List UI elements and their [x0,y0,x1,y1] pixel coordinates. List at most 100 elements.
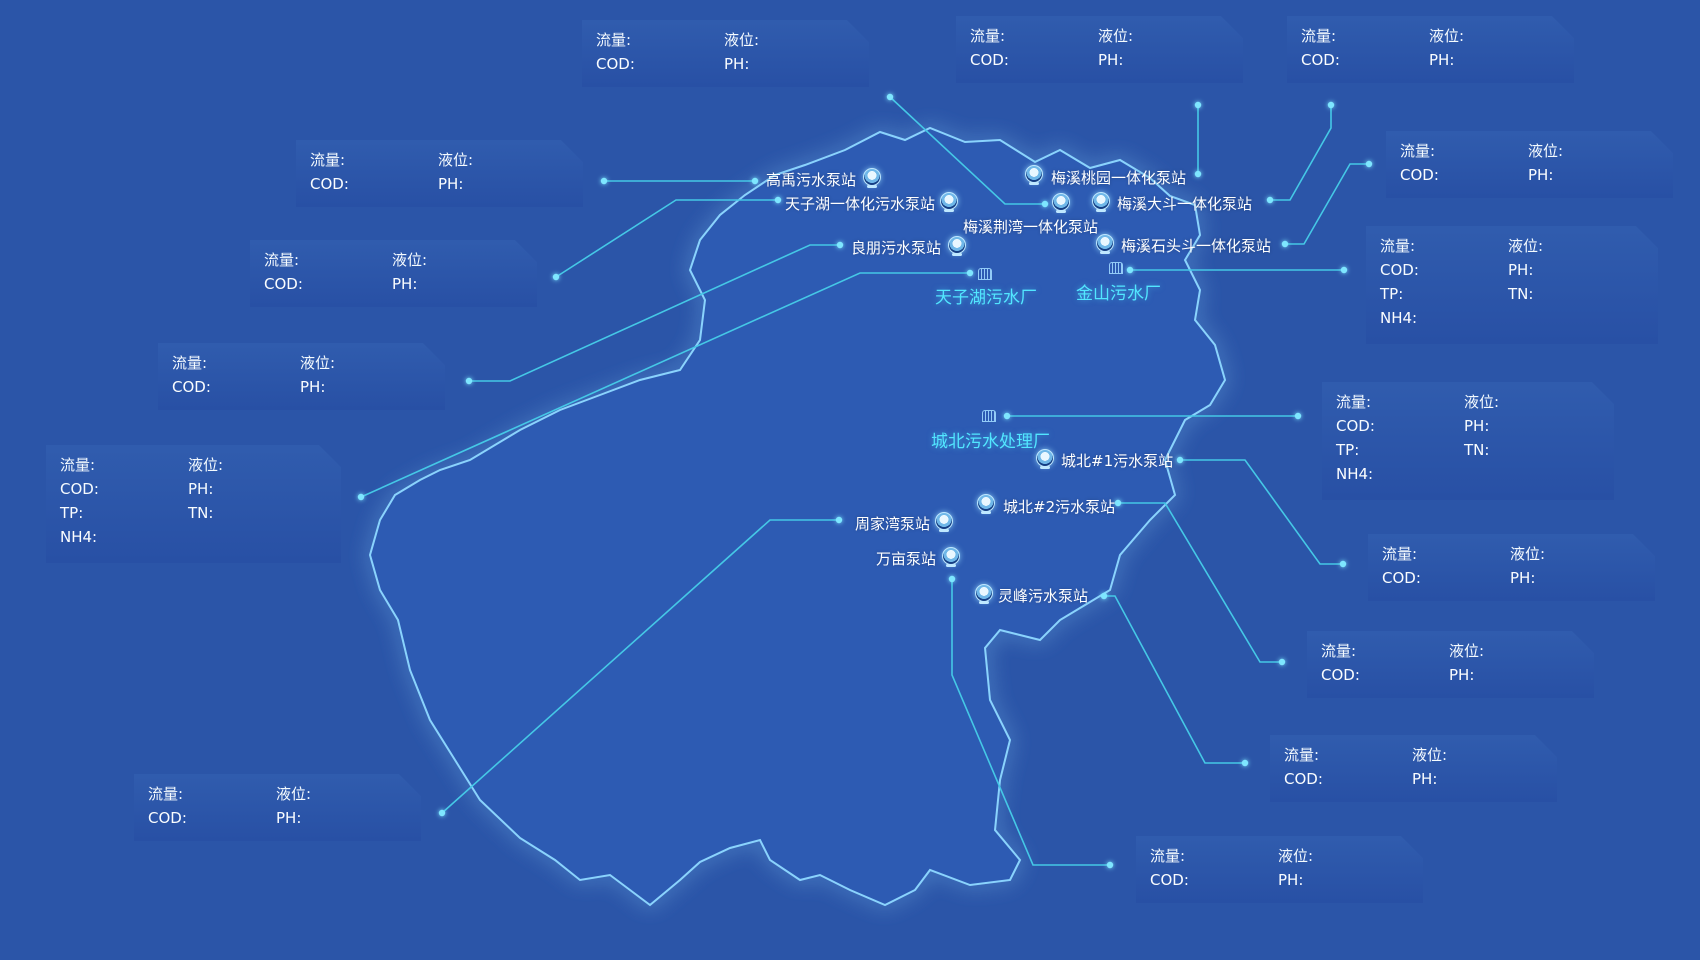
info-panel[interactable]: 流量: 液位: COD: PH: [582,20,869,87]
ph-label: PH: [724,55,750,73]
endpoint-dot [774,196,782,204]
endpoint-dot [1194,170,1202,178]
level-label: 液位: [1449,642,1485,660]
station-label-gaoyu[interactable]: 高禹污水泵站 [766,171,857,189]
nh4-label: NH4: [1380,309,1418,327]
info-panel[interactable]: 流量: 液位: COD: PH: [1136,836,1423,903]
ph-label: PH: [1528,166,1554,184]
flow-label: 流量: [60,456,96,474]
flow-label: 流量: [1321,642,1357,660]
leader-line [951,579,1110,866]
pump-station-icon[interactable] [935,512,953,532]
cod-label: COD: [172,378,211,396]
info-panel[interactable]: 流量: 液位: COD: PH: [1270,735,1557,802]
info-panel[interactable]: 流量: 液位: COD: PH: [134,774,421,841]
plant-label-chengbei[interactable]: 城北污水处理厂 [931,432,1050,452]
endpoint-dot [465,377,473,385]
station-label-liangpeng[interactable]: 良朋污水泵站 [851,239,942,257]
station-label-chengbei-1[interactable]: 城北#1污水泵站 [1061,452,1174,470]
county-region [368,126,1227,907]
station-label-zhoujiawan[interactable]: 周家湾泵站 [855,515,931,533]
cod-label: COD: [1400,166,1439,184]
level-label: 液位: [300,354,336,372]
cod-label: COD: [60,480,99,498]
pump-station-icon[interactable] [975,584,993,604]
pump-station-icon[interactable] [948,236,966,256]
station-label-meixi-shitoudou[interactable]: 梅溪石头斗一体化泵站 [1121,237,1272,255]
endpoint-dot [1041,200,1049,208]
flow-label: 流量: [1382,545,1418,563]
station-label-chengbei-2[interactable]: 城北#2污水泵站 [1003,498,1116,516]
flow-label: 流量: [1150,847,1186,865]
endpoint-dot [1365,160,1373,168]
cod-label: COD: [1301,51,1340,69]
pump-station-icon[interactable] [1096,234,1114,254]
station-label-wanmu[interactable]: 万亩泵站 [876,550,937,568]
endpoint-dot [1114,499,1122,507]
station-label-tianzihu[interactable]: 天子湖一体化污水泵站 [785,195,936,213]
endpoint-dot [357,493,365,501]
pump-station-icon[interactable] [1092,192,1110,212]
endpoint-dot [836,241,844,249]
factory-icon[interactable] [1109,262,1123,274]
flow-label: 流量: [596,31,632,49]
endpoint-dot [751,177,759,185]
flow-label: 流量: [264,251,300,269]
info-panel-plant[interactable]: 流量: 液位: COD: PH: TP: TN: NH4: [46,445,341,563]
level-label: 液位: [1510,545,1546,563]
cod-label: COD: [264,275,303,293]
flow-label: 流量: [310,151,346,169]
flow-label: 流量: [1301,27,1337,45]
info-panel-plant[interactable]: 流量: 液位: COD: PH: TP: TN: NH4: [1366,226,1658,344]
station-label-meixi-dadou[interactable]: 梅溪大斗一体化泵站 [1117,195,1253,213]
cod-label: COD: [1380,261,1419,279]
level-label: 液位: [1278,847,1314,865]
endpoint-dot [1176,456,1184,464]
info-panel[interactable]: 流量: 液位: COD: PH: [1307,631,1594,698]
info-panel[interactable]: 流量: 液位: COD: PH: [296,140,583,207]
station-label-meixi-jingwan[interactable]: 梅溪荆湾一体化泵站 [963,218,1099,236]
level-label: 液位: [438,151,474,169]
ph-label: PH: [300,378,326,396]
ph-label: PH: [1278,871,1304,889]
leader-line [1270,105,1332,201]
plant-label-jinshan[interactable]: 金山污水厂 [1076,284,1161,304]
info-panel-plant[interactable]: 流量: 液位: COD: PH: TP: TN: NH4: [1322,382,1614,500]
ph-label: PH: [1098,51,1124,69]
info-panel[interactable]: 流量: 液位: COD: PH: [1368,534,1655,601]
leader-line [441,519,839,814]
info-panel[interactable]: 流量: 液位: COD: PH: [1386,131,1673,198]
pump-station-icon[interactable] [1052,193,1070,213]
nh4-label: NH4: [1336,465,1374,483]
pump-station-icon[interactable] [942,547,960,567]
level-label: 液位: [724,31,760,49]
endpoint-dot [1281,240,1289,248]
info-panel[interactable]: 流量: 液位: COD: PH: [956,16,1243,83]
plant-label-tianzihu[interactable]: 天子湖污水厂 [935,288,1037,308]
pump-station-icon[interactable] [1025,165,1043,185]
endpoint-dot [1327,101,1335,109]
factory-icon[interactable] [982,410,996,422]
endpoint-dots [357,93,1373,869]
factory-icon[interactable] [978,268,992,280]
pump-station-icon[interactable] [863,168,881,188]
leader-line [889,96,1045,205]
flow-label: 流量: [1336,393,1372,411]
pump-station-icon[interactable] [977,494,995,514]
ph-label: PH: [188,480,214,498]
pump-station-icon[interactable] [1036,449,1054,469]
info-panel[interactable]: 流量: 液位: COD: PH: [1287,16,1574,83]
level-label: 液位: [1464,393,1500,411]
info-panel[interactable]: 流量: 液位: COD: PH: [158,343,445,410]
station-label-lingfeng[interactable]: 灵峰污水泵站 [998,587,1089,605]
info-panel[interactable]: 流量: 液位: COD: PH: [250,240,537,307]
cod-label: COD: [310,175,349,193]
endpoint-dot [1266,196,1274,204]
endpoint-dot [1003,412,1011,420]
level-label: 液位: [1429,27,1465,45]
endpoint-dot [1126,266,1134,274]
leader-line [1104,595,1245,764]
pump-station-icon[interactable] [940,192,958,212]
endpoint-dot [1339,560,1347,568]
station-label-meixi-taoyuan[interactable]: 梅溪桃园一体化泵站 [1051,169,1187,187]
